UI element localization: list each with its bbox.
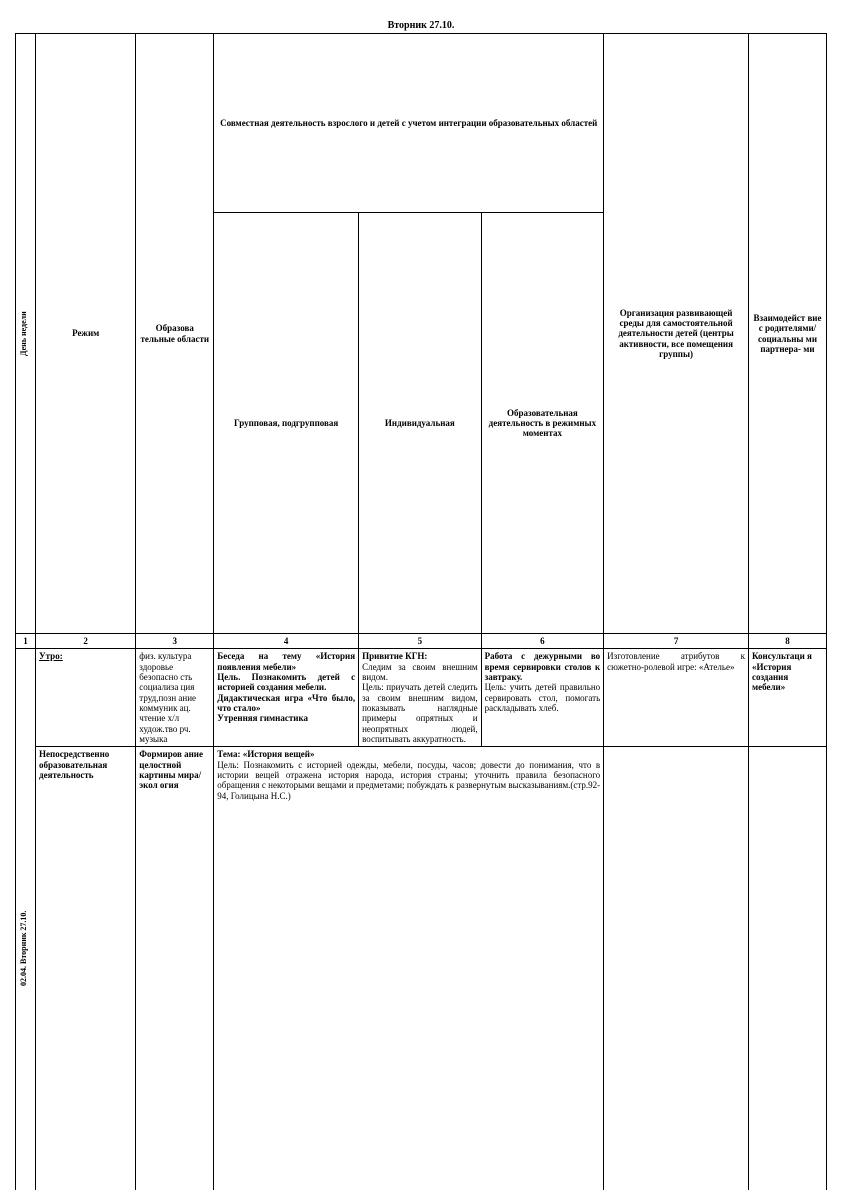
cell-regime-morning: Утро: xyxy=(36,649,136,747)
num-6: 6 xyxy=(481,634,604,649)
cell-indiv-morning: Привитие КГН: Следим за своим внешним ви… xyxy=(359,649,482,747)
num-2: 2 xyxy=(36,634,136,649)
row-morning: 02.04. Вторник 27.10. Утро: физ. культур… xyxy=(16,649,827,747)
num-4: 4 xyxy=(214,634,359,649)
cell-parents-morning: Консультаци я «История создания мебели» xyxy=(748,649,826,747)
row-nod-1: Непосредственно образовательная деятельн… xyxy=(16,747,827,1190)
cell-regime-nod: Непосредственно образовательная деятельн… xyxy=(36,747,136,1190)
hdr-areas: Образова тельные области xyxy=(136,34,214,634)
cell-env-morning: Изготовление атрибутов к сюжетно-ролевой… xyxy=(604,649,749,747)
hdr-rezh: Образовательная деятельность в режимных … xyxy=(481,213,604,634)
day-label: 02.04. Вторник 27.10. xyxy=(19,651,28,1190)
cell-parents-nod xyxy=(748,747,826,1190)
plan-table: День недели Режим Образова тельные облас… xyxy=(15,33,827,1190)
page-date: Вторник 27.10. xyxy=(15,20,827,31)
cell-group-morning: Беседа на тему «История появления мебели… xyxy=(214,649,359,747)
num-8: 8 xyxy=(748,634,826,649)
header-row-1: День недели Режим Образова тельные облас… xyxy=(16,34,827,213)
hdr-joint: Совместная деятельность взрослого и дете… xyxy=(214,34,604,213)
hdr-indiv: Индивидуальная xyxy=(359,213,482,634)
cell-rezh-morning: Работа с дежурными во время сервировки с… xyxy=(481,649,604,747)
hdr-group: Групповая, подгрупповая xyxy=(214,213,359,634)
cell-areas-morning: физ. культура здоровье безопасно сть соц… xyxy=(136,649,214,747)
num-3: 3 xyxy=(136,634,214,649)
hdr-day: День недели xyxy=(19,36,28,631)
cell-theme-1: Тема: «История вещей» Цель: Познакомить … xyxy=(214,747,604,1190)
num-7: 7 xyxy=(604,634,749,649)
num-1: 1 xyxy=(16,634,36,649)
cell-env-nod xyxy=(604,747,749,1190)
hdr-env: Организация развивающей среды для самост… xyxy=(604,34,749,634)
hdr-parents: Взаимодейст вие с родителями/ социальны … xyxy=(748,34,826,634)
cell-areas-nod1: Формиров ание целостной картины мира/эко… xyxy=(136,747,214,1190)
hdr-regime: Режим xyxy=(36,34,136,634)
num-5: 5 xyxy=(359,634,482,649)
number-row: 1 2 3 4 5 6 7 8 xyxy=(16,634,827,649)
